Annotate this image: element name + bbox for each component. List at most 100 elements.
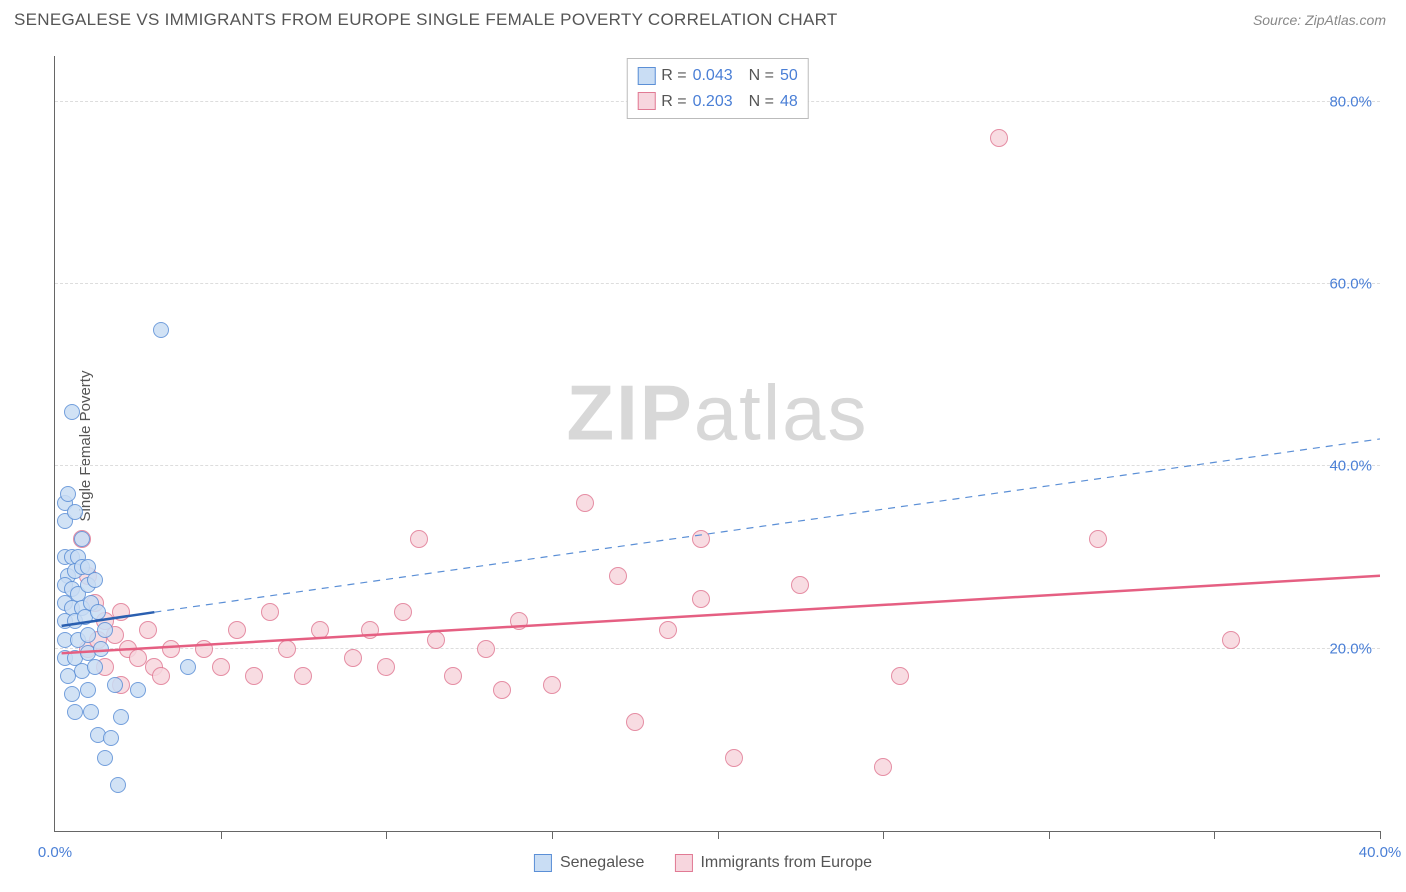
n-value-europe: 48	[780, 89, 798, 115]
marker-senegalese	[113, 709, 129, 725]
r-label: R =	[661, 63, 686, 89]
marker-europe	[162, 640, 180, 658]
swatch-senegalese	[637, 67, 655, 85]
marker-europe	[444, 667, 462, 685]
chart-title: SENEGALESE VS IMMIGRANTS FROM EUROPE SIN…	[14, 10, 838, 30]
legend-label-senegalese: Senegalese	[560, 854, 645, 872]
watermark-atlas: atlas	[694, 368, 869, 456]
marker-europe	[278, 640, 296, 658]
marker-senegalese	[67, 704, 83, 720]
marker-europe	[1089, 530, 1107, 548]
marker-europe	[139, 621, 157, 639]
marker-europe	[394, 603, 412, 621]
chart-header: SENEGALESE VS IMMIGRANTS FROM EUROPE SIN…	[0, 0, 1406, 38]
x-tick-label: 0.0%	[38, 844, 72, 861]
x-tick	[883, 831, 884, 839]
trend-lines	[55, 56, 1380, 831]
swatch-europe	[637, 92, 655, 110]
marker-europe	[410, 530, 428, 548]
marker-senegalese	[180, 659, 196, 675]
watermark: ZIPatlas	[566, 367, 868, 458]
marker-europe	[427, 631, 445, 649]
marker-europe	[725, 749, 743, 767]
marker-europe	[791, 576, 809, 594]
legend-item-europe: Immigrants from Europe	[674, 854, 872, 872]
marker-europe	[626, 713, 644, 731]
x-tick	[718, 831, 719, 839]
marker-europe	[228, 621, 246, 639]
marker-senegalese	[74, 531, 90, 547]
marker-senegalese	[93, 641, 109, 657]
y-tick-label: 40.0%	[1329, 458, 1372, 475]
x-tick-label: 40.0%	[1359, 844, 1402, 861]
x-tick	[1049, 831, 1050, 839]
marker-europe	[692, 530, 710, 548]
marker-senegalese	[130, 682, 146, 698]
r-value-europe: 0.203	[693, 89, 733, 115]
marker-senegalese	[97, 622, 113, 638]
x-tick	[1214, 831, 1215, 839]
correlation-legend: R = 0.043 N = 50 R = 0.203 N = 48	[626, 58, 809, 119]
r-value-senegalese: 0.043	[693, 63, 733, 89]
n-value-senegalese: 50	[780, 63, 798, 89]
marker-europe	[659, 621, 677, 639]
y-tick-label: 80.0%	[1329, 93, 1372, 110]
marker-europe	[152, 667, 170, 685]
marker-senegalese	[80, 682, 96, 698]
marker-europe	[891, 667, 909, 685]
legend-label-europe: Immigrants from Europe	[700, 854, 872, 872]
marker-senegalese	[87, 659, 103, 675]
marker-senegalese	[103, 730, 119, 746]
marker-europe	[377, 658, 395, 676]
x-tick	[1380, 831, 1381, 839]
x-tick	[552, 831, 553, 839]
marker-senegalese	[60, 486, 76, 502]
marker-europe	[576, 494, 594, 512]
y-tick-label: 60.0%	[1329, 275, 1372, 292]
marker-europe	[112, 603, 130, 621]
marker-senegalese	[110, 777, 126, 793]
marker-europe	[543, 676, 561, 694]
legend-row-senegalese: R = 0.043 N = 50	[637, 63, 798, 89]
gridline	[55, 465, 1380, 466]
marker-europe	[990, 129, 1008, 147]
marker-europe	[477, 640, 495, 658]
marker-senegalese	[64, 404, 80, 420]
marker-europe	[510, 612, 528, 630]
marker-europe	[874, 758, 892, 776]
chart-source: Source: ZipAtlas.com	[1253, 12, 1386, 28]
scatter-chart: ZIPatlas R = 0.043 N = 50 R = 0.203 N = …	[54, 56, 1380, 832]
marker-europe	[609, 567, 627, 585]
marker-europe	[1222, 631, 1240, 649]
x-tick	[221, 831, 222, 839]
marker-senegalese	[90, 604, 106, 620]
marker-senegalese	[83, 704, 99, 720]
marker-senegalese	[64, 686, 80, 702]
series-legend: Senegalese Immigrants from Europe	[534, 854, 872, 872]
marker-europe	[493, 681, 511, 699]
marker-europe	[261, 603, 279, 621]
gridline	[55, 648, 1380, 649]
marker-europe	[195, 640, 213, 658]
gridline	[55, 283, 1380, 284]
n-label: N =	[749, 89, 774, 115]
swatch-europe	[674, 854, 692, 872]
marker-senegalese	[87, 572, 103, 588]
marker-europe	[361, 621, 379, 639]
marker-senegalese	[80, 627, 96, 643]
legend-item-senegalese: Senegalese	[534, 854, 645, 872]
r-label: R =	[661, 89, 686, 115]
swatch-senegalese	[534, 854, 552, 872]
marker-europe	[212, 658, 230, 676]
marker-senegalese	[67, 504, 83, 520]
watermark-zip: ZIP	[566, 368, 693, 456]
legend-row-europe: R = 0.203 N = 48	[637, 89, 798, 115]
marker-europe	[245, 667, 263, 685]
marker-europe	[692, 590, 710, 608]
n-label: N =	[749, 63, 774, 89]
marker-europe	[129, 649, 147, 667]
y-tick-label: 20.0%	[1329, 640, 1372, 657]
marker-senegalese	[153, 322, 169, 338]
marker-europe	[311, 621, 329, 639]
marker-europe	[294, 667, 312, 685]
